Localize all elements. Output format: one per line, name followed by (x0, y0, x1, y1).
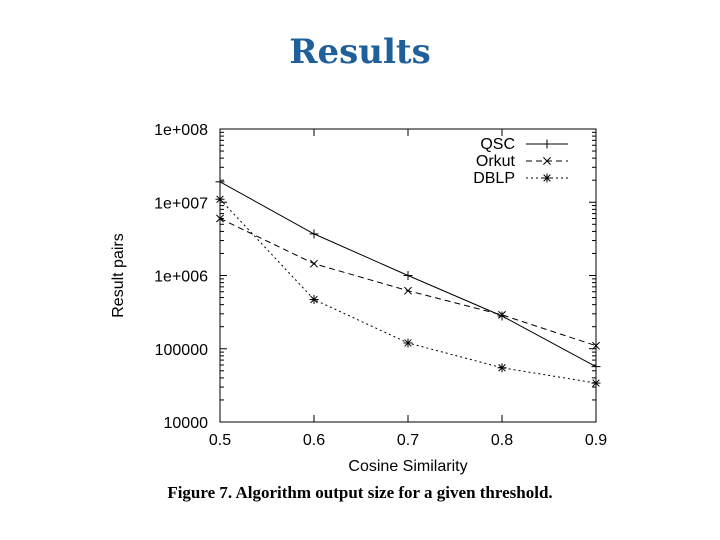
data-point-dblp (215, 194, 225, 204)
legend-label: Orkut (476, 153, 516, 170)
data-point-orkut (216, 214, 224, 223)
data-point-orkut (310, 259, 318, 268)
x-tick-label: 0.5 (209, 432, 231, 449)
x-tick-label: 0.8 (491, 432, 513, 449)
y-tick-label: 100000 (155, 342, 208, 359)
data-point-qsc (591, 362, 601, 372)
series-dblp (215, 194, 601, 388)
axes: 1e+008 1e+007 1e+006 100000 100000.5 0.6 0.7 0.… (110, 122, 607, 475)
data-point-qsc (403, 271, 413, 280)
data-point-dblp (309, 295, 319, 305)
figure-caption: Figure 7. Algorithm output size for a gi… (167, 483, 553, 502)
data-point-dblp (497, 363, 507, 373)
slide-title: Results (289, 32, 431, 72)
data-point-dblp (591, 378, 601, 388)
data-point-qsc (215, 177, 225, 187)
y-tick-label: 1e+006 (154, 269, 208, 286)
data-point-orkut (404, 286, 412, 295)
data-point-qsc (309, 229, 319, 239)
legend-entry-orkut: Orkut (476, 153, 568, 170)
legend-label: QSC (480, 136, 515, 153)
y-tick-label: 10000 (164, 415, 209, 432)
series-orkut (216, 214, 600, 350)
data-point-dblp (403, 338, 413, 348)
data-point-orkut (498, 310, 506, 319)
series-line-orkut (219, 218, 597, 347)
data-point-orkut (592, 341, 600, 350)
x-axis-label: Cosine Similarity (348, 458, 467, 475)
legend-entry-dblp: DBLP (473, 170, 568, 187)
y-tick-label: 1e+007 (154, 195, 208, 212)
x-tick-label: 0.7 (397, 432, 419, 449)
legend-entry-qsc: QSC (480, 136, 568, 153)
series-layer (215, 177, 601, 388)
legend-marker (543, 157, 551, 165)
legend-marker (542, 139, 552, 149)
y-tick-label: 1e+008 (154, 122, 208, 139)
y-axis-label: Result pairs (110, 233, 127, 317)
x-tick-label: 0.6 (303, 432, 325, 449)
legend-label: DBLP (473, 170, 515, 187)
x-tick-label: 0.9 (585, 432, 607, 449)
legend-marker (542, 173, 552, 183)
